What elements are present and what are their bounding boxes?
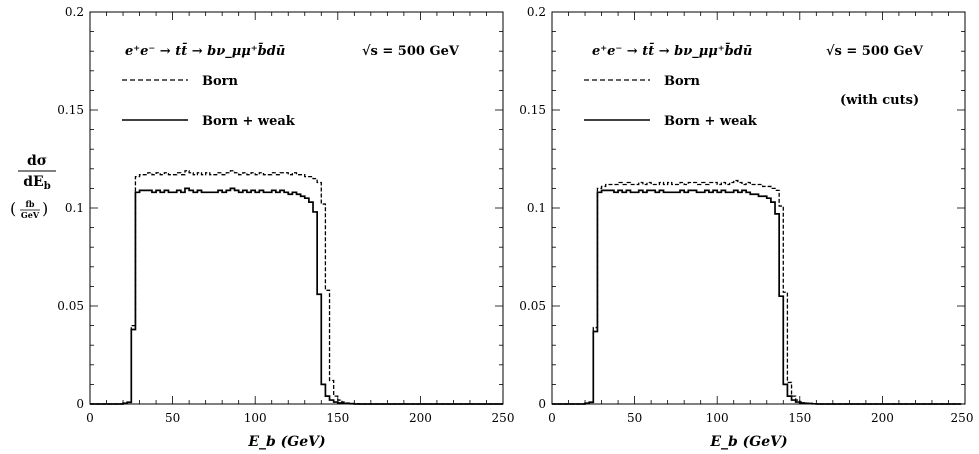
x-tick-label: 0 [548, 411, 556, 425]
process-label: e⁺e⁻ → tt̄ → bν_μμ⁺b̄dū [125, 42, 285, 59]
x-tick-label: 0 [86, 411, 94, 425]
series-born-line [90, 170, 503, 405]
y-tick-label: 0.1 [527, 201, 546, 215]
plot-frame [551, 11, 966, 405]
histogram-series [90, 170, 503, 405]
y-label-unit-close-paren: ) [42, 199, 48, 218]
y-tick-label: 0.1 [65, 201, 84, 215]
x-tick-labels: 0 50 100 150 200 250 [86, 411, 514, 425]
y-label-unit-open-paren: ( [10, 199, 16, 218]
x-axis-label: E_b (GeV) [709, 434, 787, 450]
series-born-weak-line [552, 189, 961, 405]
x-tick-label: 250 [951, 411, 974, 425]
y-tick-labels: 0 0.05 0.1 0.15 0.2 [519, 5, 546, 411]
axis-ticks [89, 11, 504, 405]
process-label: e⁺e⁻ → tt̄ → bν_μμ⁺b̄dū [592, 42, 752, 59]
y-label-denominator: dEb [23, 174, 50, 192]
x-tick-labels: 0 50 100 150 200 250 [548, 411, 973, 425]
x-tick-label: 200 [409, 411, 432, 425]
y-tick-label: 0 [76, 397, 84, 411]
x-tick-label: 100 [706, 411, 729, 425]
x-axis-label: E_b (GeV) [247, 434, 325, 450]
chart-panel-right: 0 0.05 0.1 0.15 0.2 0 50 100 150 200 250… [519, 5, 973, 450]
legend: Born Born + weak [122, 74, 296, 129]
legend-label-born: Born [202, 74, 239, 89]
y-tick-labels: 0 0.05 0.1 0.15 0.2 [57, 5, 84, 411]
series-born-line [552, 179, 965, 405]
y-tick-label: 0.2 [65, 5, 84, 19]
x-tick-label: 200 [871, 411, 894, 425]
chart-panel-left: 0 0.05 0.1 0.15 0.2 0 50 100 150 200 250… [57, 5, 514, 450]
x-tick-label: 250 [492, 411, 515, 425]
x-tick-label: 150 [788, 411, 811, 425]
legend-label-born: Born [664, 74, 701, 89]
y-tick-label: 0.05 [519, 299, 546, 313]
x-tick-label: 50 [165, 411, 180, 425]
x-tick-label: 150 [326, 411, 349, 425]
y-label-numerator: dσ [27, 153, 47, 169]
y-tick-label: 0.15 [57, 103, 84, 117]
x-tick-label: 100 [244, 411, 267, 425]
cuts-note: (with cuts) [840, 93, 919, 108]
y-tick-label: 0.05 [57, 299, 84, 313]
y-axis-label: dσ dEb ( fb GeV ) [10, 153, 56, 220]
y-tick-label: 0.2 [527, 5, 546, 19]
legend-label-born-weak: Born + weak [202, 114, 296, 129]
histogram-series [552, 179, 965, 405]
energy-label: √s = 500 GeV [826, 44, 924, 59]
legend: Born Born + weak [584, 74, 758, 129]
y-label-unit-den: GeV [21, 210, 40, 220]
plot-frame [89, 11, 504, 405]
series-born-weak-line [90, 187, 503, 405]
y-label-den-d: dE [23, 174, 43, 190]
y-tick-label: 0.15 [519, 103, 546, 117]
x-tick-label: 50 [627, 411, 642, 425]
y-label-den-sub: b [44, 181, 51, 192]
axis-ticks [551, 11, 966, 405]
energy-label: √s = 500 GeV [362, 44, 460, 59]
legend-label-born-weak: Born + weak [664, 114, 758, 129]
y-tick-label: 0 [538, 397, 546, 411]
y-label-unit-num: fb [25, 199, 34, 209]
